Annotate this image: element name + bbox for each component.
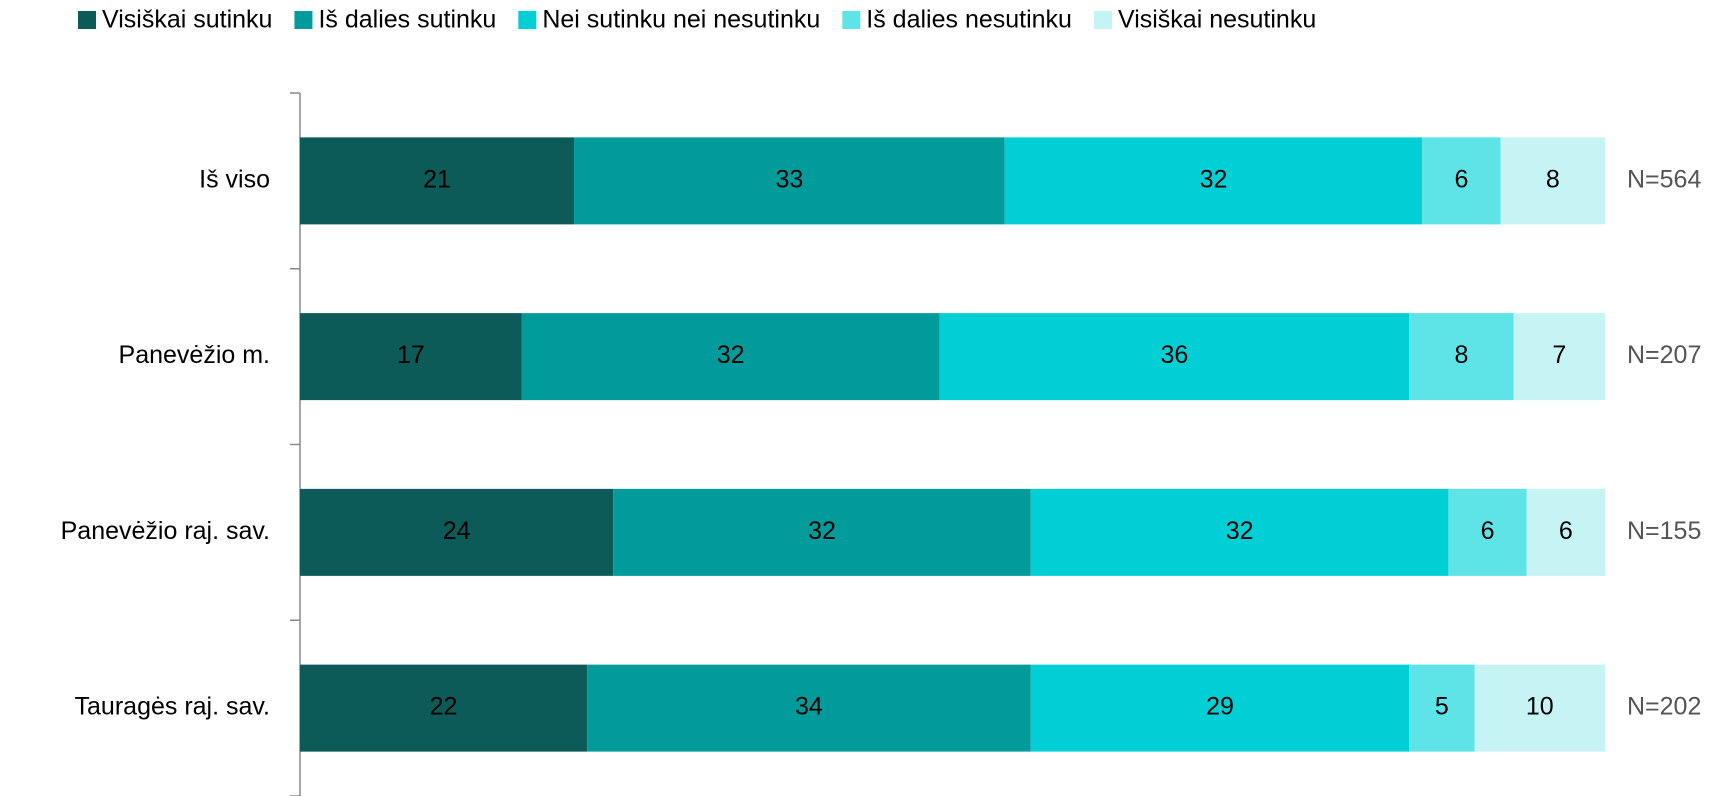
- data-label: 6: [1481, 517, 1495, 545]
- data-label: 34: [795, 693, 823, 721]
- bar-segment: [1409, 313, 1514, 401]
- legend-label: Nei sutinku nei nesutinku: [542, 6, 820, 34]
- data-label: 8: [1546, 165, 1560, 193]
- sample-size: N=564: [1627, 165, 1701, 193]
- sample-size: N=207: [1627, 341, 1701, 369]
- data-label: 10: [1526, 693, 1554, 721]
- bar-segment: [300, 313, 522, 401]
- legend-label: Iš dalies nesutinku: [866, 6, 1072, 34]
- legend-swatch: [1093, 11, 1112, 29]
- legend-label: Iš dalies sutinku: [318, 6, 496, 34]
- legend-label: Visiškai nesutinku: [1118, 6, 1316, 34]
- bar-segment: [613, 488, 1031, 576]
- category-label: Tauragės raj. sav.: [75, 693, 270, 721]
- bar-segment: [1409, 664, 1475, 752]
- bar-segment: [300, 488, 614, 576]
- bar-segment: [1004, 137, 1423, 225]
- data-label: 32: [1200, 165, 1228, 193]
- bar-segment: [1030, 664, 1410, 752]
- data-label: 7: [1552, 341, 1566, 369]
- category-label: Iš viso: [199, 165, 270, 193]
- data-label: 24: [443, 517, 471, 545]
- data-label: 36: [1160, 341, 1188, 369]
- bar-segment: [521, 313, 940, 401]
- bar-segment: [574, 137, 1005, 225]
- bar-segment: [1500, 137, 1605, 225]
- data-label: 21: [423, 165, 451, 193]
- data-label: 17: [397, 341, 425, 369]
- bar-segment: [939, 313, 1410, 401]
- legend-swatch: [842, 11, 861, 29]
- data-label: 32: [1226, 517, 1254, 545]
- bar-segment: [1448, 488, 1527, 576]
- bar-segment: [1474, 664, 1605, 752]
- data-label: 32: [717, 341, 745, 369]
- category-label: Panevėžio raj. sav.: [61, 517, 270, 545]
- bar-segment: [1030, 488, 1449, 576]
- data-label: 5: [1435, 693, 1449, 721]
- sample-size: N=155: [1627, 517, 1701, 545]
- data-label: 8: [1454, 341, 1468, 369]
- bar-segment: [1513, 313, 1605, 401]
- bar-segment: [300, 664, 588, 752]
- category-label: Panevėžio m.: [119, 341, 270, 369]
- sample-size: N=202: [1627, 693, 1701, 721]
- bar-segment: [1422, 137, 1501, 225]
- data-label: 32: [808, 517, 836, 545]
- bar-segment: [300, 137, 575, 225]
- legend-label: Visiškai sutinku: [102, 6, 272, 34]
- bar-segment: [587, 664, 1031, 752]
- data-label: 6: [1454, 165, 1468, 193]
- data-label: 33: [775, 165, 803, 193]
- data-label: 22: [430, 693, 458, 721]
- legend-swatch: [294, 11, 313, 29]
- data-label: 6: [1559, 517, 1573, 545]
- data-label: 29: [1206, 693, 1234, 721]
- legend-swatch: [518, 11, 537, 29]
- bar-segment: [1526, 488, 1605, 576]
- legend-swatch: [78, 11, 96, 29]
